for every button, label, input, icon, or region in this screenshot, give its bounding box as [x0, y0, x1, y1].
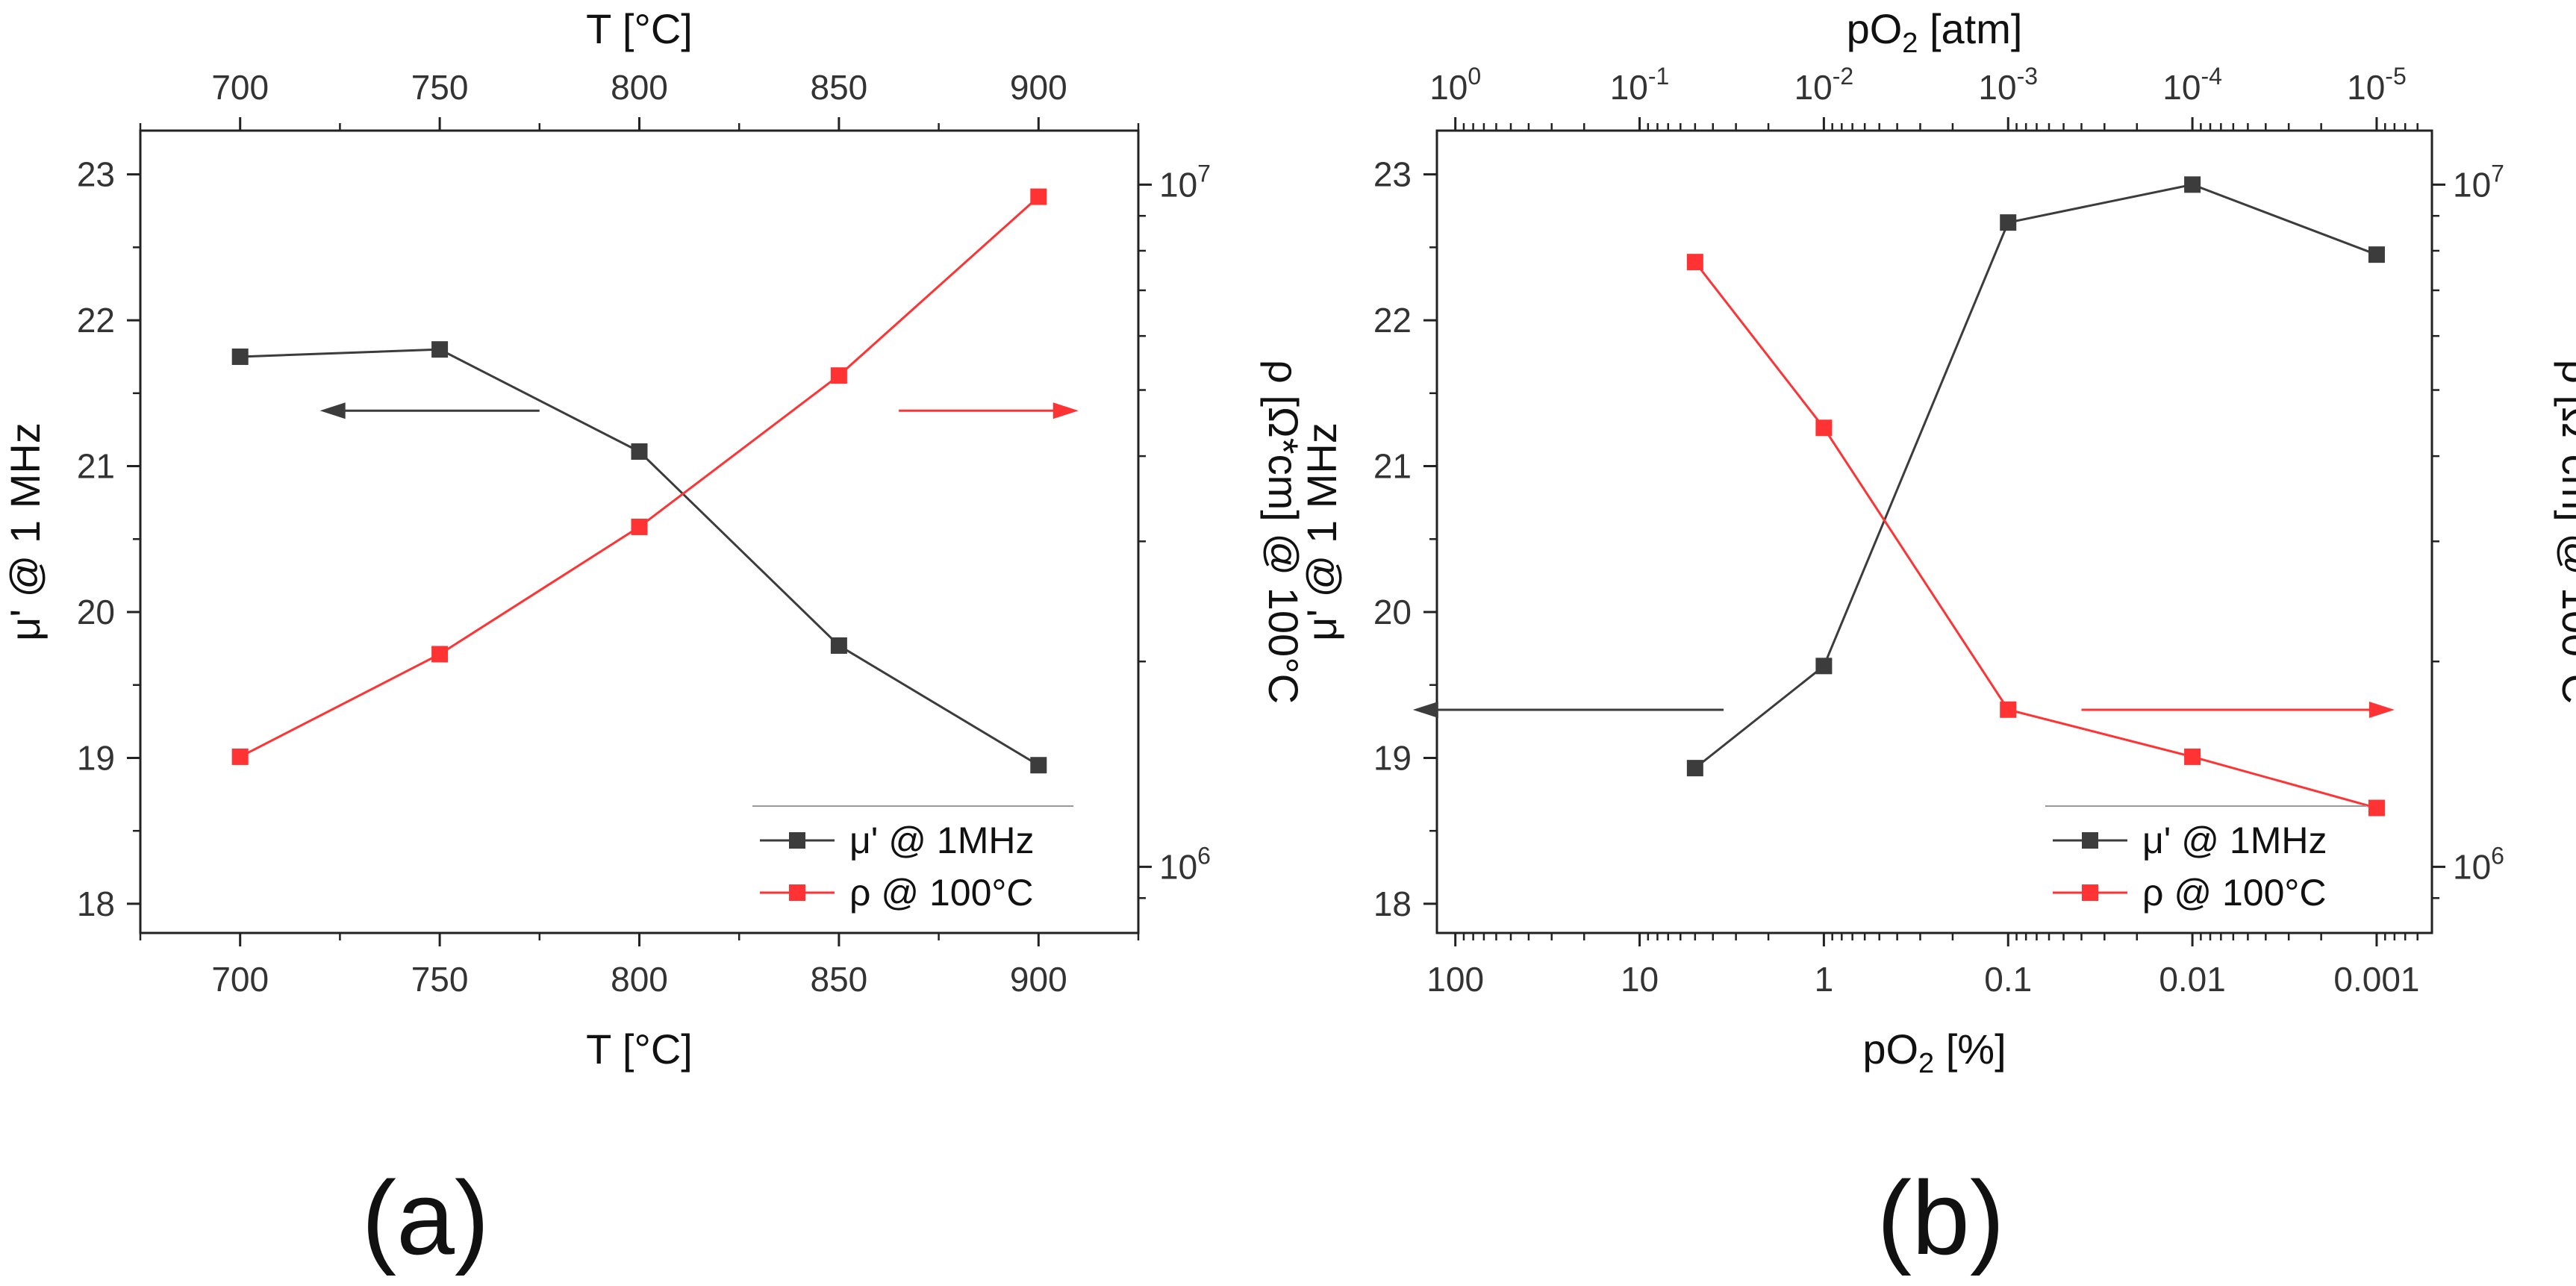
panel-b-frame	[1435, 129, 2433, 934]
panel-a-rho-series-point	[830, 367, 847, 384]
panel-a-rho-axis-arrow-head	[1052, 402, 1079, 419]
panel-a-y-left-tick-label: 18	[77, 884, 115, 923]
panel-b-y-left-tick-label: 23	[1373, 155, 1412, 194]
panel-a-x-axis-label: T [°C]	[586, 1026, 693, 1073]
panel-b-top-x-tick-label: 10-5	[2347, 63, 2407, 107]
panel-b-y-right-axis-label: ρ [Ω*cm] @ 100°C	[2554, 360, 2576, 704]
panel-b-legend-mu-label: μ' @ 1MHz	[2142, 820, 2327, 861]
panel-b-mu-series-line	[1694, 183, 2377, 770]
panel-b-y-left-tick-label: 19	[1373, 738, 1412, 777]
panel-b-x-tick-label: 100	[1426, 960, 1484, 999]
panel-a-top-x-tick-label: 900	[1010, 68, 1067, 107]
panel-b-y-left-tick-label: 20	[1373, 593, 1412, 631]
panel-b-rho-series-line	[1694, 261, 2377, 809]
panel-a-top-x-axis-label: T [°C]	[586, 5, 693, 52]
panel-a-top-x-tick-label: 750	[411, 68, 469, 107]
panel-b-legend-rho-label: ρ @ 100°C	[2142, 872, 2327, 914]
panel-a-mu-series-point	[431, 341, 449, 358]
panel-a-legend-mu-marker	[789, 832, 805, 849]
panel-a-caption: (a)	[361, 1159, 489, 1276]
panel-a-mu-series-point	[231, 348, 249, 365]
panel-b-rho-series-point	[2000, 701, 2017, 718]
panel-b-plot-area: 100 100 10 10-1 1 10-2 0.1 10-3 0.01 10-4 0.001 10-…	[1298, 5, 2576, 1079]
panel-a-y-left-tick-label: 22	[77, 301, 115, 340]
panel-b-mu-series-point	[2368, 246, 2385, 263]
panel-b-y-right-tick-label: 107	[2453, 160, 2504, 204]
panel-a-mu-series-point	[631, 443, 648, 460]
panel-b-rho-axis-arrow-head	[2368, 701, 2395, 718]
panel-a-y-left-axis-label: μ' @ 1 MHz	[1, 422, 49, 641]
panel-a-rho-series-point	[231, 748, 249, 765]
panel-a-top-x-tick-label: 800	[611, 68, 668, 107]
panel-b-x-tick-label: 10	[1621, 960, 1659, 999]
panel-b-top-x-axis-label: pO2 [atm]	[1847, 5, 2023, 59]
panel-b-y-left-tick-label: 21	[1373, 447, 1412, 486]
panel-b: 100 100 10 10-1 1 10-2 0.1 10-3 0.01 10-4 0.001 10-…	[1298, 5, 2576, 1276]
panel-b-x-tick-label: 0.001	[2333, 960, 2419, 999]
panel-b-rho-series-point	[1686, 254, 1703, 271]
panel-a-top-x-tick-label: 700	[211, 68, 269, 107]
panel-a-rho-series-point	[1030, 188, 1047, 205]
panel-b-top-x-tick-label: 10-4	[2162, 63, 2222, 107]
panel-b-caption: (b)	[1877, 1159, 2004, 1276]
panel-b-y-left-axis-label: μ' @ 1 MHz	[1298, 422, 1345, 641]
panel-a-x-tick-label: 700	[211, 960, 269, 999]
panel-b-top-x-tick-label: 10-3	[1978, 63, 2038, 107]
panel-b-rho-series-point	[2184, 748, 2201, 765]
panel-a-y-right-axis-label: ρ [Ω*cm] @ 100°C	[1260, 360, 1307, 704]
panel-b-y-right-tick-label: 106	[2453, 842, 2504, 886]
panel-a-legend-rho-label: ρ @ 100°C	[849, 872, 1034, 914]
panel-b-x-tick-label: 0.01	[2159, 960, 2226, 999]
panel-b-top-x-tick-label: 10-1	[1610, 63, 1670, 107]
panel-a-x-tick-label: 750	[411, 960, 469, 999]
panel-b-x-tick-label: 1	[1815, 960, 1834, 999]
panel-a-x-tick-label: 900	[1010, 960, 1067, 999]
panel-b-legend-rho-marker	[2082, 884, 2098, 901]
panel-a: 700 700 750 750 800 800 850 850 900 900 T [°C] T [°…	[1, 5, 1307, 1276]
panel-a-legend-rho-marker	[789, 884, 805, 901]
panel-a-y-left-tick-label: 20	[77, 593, 115, 631]
panel-a-top-x-tick-label: 850	[811, 68, 868, 107]
panel-a-mu-series-point	[1030, 757, 1047, 774]
panel-b-legend-mu-marker	[2082, 832, 2098, 849]
panel-b-x-axis-label: pO2 [%]	[1862, 1026, 2006, 1079]
panel-a-y-right-tick-label: 106	[1159, 842, 1211, 886]
panel-a-legend-mu-label: μ' @ 1MHz	[849, 820, 1034, 861]
panel-b-y-left-tick-label: 22	[1373, 301, 1412, 340]
panel-a-x-tick-label: 800	[611, 960, 668, 999]
panel-a-mu-axis-arrow-head	[319, 402, 346, 419]
panel-b-mu-series-point	[2184, 176, 2201, 193]
panel-b-mu-series-point	[1815, 658, 1833, 675]
panel-a-rho-series-line	[240, 196, 1040, 758]
panel-b-mu-series-point	[2000, 214, 2017, 231]
panel-b-rho-series-point	[1815, 419, 1833, 437]
panel-b-x-tick-label: 0.1	[1984, 960, 2032, 999]
panel-b-rho-series-point	[2368, 799, 2385, 817]
panel-a-rho-series-point	[431, 646, 449, 663]
panel-a-y-left-tick-label: 19	[77, 738, 115, 777]
panel-a-rho-series-point	[631, 518, 648, 535]
panel-a-y-left-tick-label: 23	[77, 155, 115, 194]
panel-b-y-left-tick-label: 18	[1373, 884, 1412, 923]
panel-a-plot-area: 700 700 750 750 800 800 850 850 900 900 T [°C] T [°…	[1, 5, 1307, 1073]
panel-b-top-x-tick-label: 10-2	[1794, 63, 1854, 107]
panel-a-x-tick-label: 850	[811, 960, 868, 999]
panel-b-top-x-tick-label: 100	[1429, 63, 1481, 107]
panel-b-mu-axis-arrow-head	[1412, 701, 1438, 718]
panel-a-y-left-tick-label: 21	[77, 447, 115, 486]
panel-b-mu-series-point	[1686, 760, 1703, 777]
panel-a-mu-series-point	[830, 637, 847, 654]
panel-a-y-right-tick-label: 107	[1159, 160, 1211, 204]
